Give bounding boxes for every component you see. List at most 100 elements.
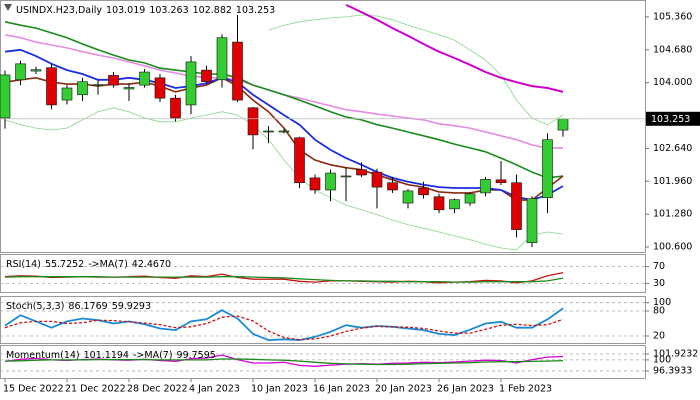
chart-title: USINDX.H23,Daily: [16, 5, 102, 16]
y-tick-label: 20: [653, 330, 665, 341]
candle-body: [15, 63, 26, 81]
legend-value: 101.1194: [84, 350, 129, 361]
y-tick-label: 30: [653, 278, 665, 289]
candle-body: [325, 172, 336, 191]
y-tick-label: 100: [653, 297, 671, 308]
indicator-line: [345, 3, 564, 93]
indicator-line: [4, 48, 564, 202]
y-tick-label: 100: [653, 354, 671, 365]
candle-body: [92, 84, 104, 86]
x-tick-label: 28 Dec 2022: [127, 384, 188, 395]
candle-body: [185, 61, 197, 106]
candle-body: [309, 177, 321, 191]
panel-header: Stoch(5,3,3) 86.1769 59.9293: [6, 301, 151, 312]
x-tick-label: 16 Jan 2023: [313, 384, 370, 395]
low-value: 102.882: [193, 5, 232, 16]
current-price-label: 103.253: [651, 114, 690, 125]
y-tick-label: 105.360: [653, 11, 692, 22]
y-tick-label: 96.3933: [653, 365, 692, 376]
current-price-box: [646, 111, 700, 126]
candle-body: [77, 81, 88, 96]
candle-body: [356, 169, 367, 176]
y-tick-label: 100.600: [653, 242, 692, 253]
candle-body: [433, 196, 445, 211]
x-tick-label: 1 Feb 2023: [499, 384, 552, 395]
candle-body: [0, 74, 11, 119]
y-tick-label: 102.640: [653, 143, 692, 154]
panel-header: RSI(14) 55.7252 ->MA(7) 42.4670: [6, 259, 171, 270]
indicator-line: [4, 307, 564, 342]
legend-value: 42.4670: [132, 259, 171, 270]
y-tick-label: 104.000: [653, 77, 692, 88]
indicator-title: RSI(14): [6, 259, 41, 270]
candle-body: [371, 171, 383, 188]
candle-body: [154, 77, 166, 99]
candle-body: [263, 130, 274, 133]
candle-body: [464, 193, 476, 204]
candle-body: [418, 187, 429, 196]
panel-frame: [0, 0, 646, 253]
indicator-line: [4, 358, 564, 366]
indicator-line: [4, 21, 564, 179]
open-value: 103.019: [106, 5, 145, 16]
candle-body: [139, 71, 150, 86]
candle-body: [480, 179, 491, 194]
candle-body: [170, 97, 181, 119]
candle-body: [340, 175, 352, 178]
panel-frame: [0, 254, 646, 293]
candle-body: [201, 69, 212, 83]
candle-body: [387, 182, 398, 191]
candle-body: [46, 67, 57, 106]
x-tick-label: 20 Jan 2023: [375, 384, 432, 395]
candle-body: [557, 118, 569, 131]
candle-body: [294, 137, 305, 184]
high-value: 103.263: [149, 5, 188, 16]
candle-body: [402, 190, 414, 204]
y-tick-label: 104.680: [653, 44, 692, 55]
x-tick-label: 10 Jan 2023: [251, 384, 308, 395]
indicator-title: Momentum(14): [6, 350, 80, 361]
y-tick-label: 101.960: [653, 176, 692, 187]
panel-header: Momentum(14) 101.1194 ->MA(7) 99.7595: [6, 350, 216, 361]
candle-body: [30, 69, 42, 72]
candle-body: [526, 198, 538, 243]
legend-value: 59.9293: [112, 301, 151, 312]
legend-value: 86.1769: [68, 301, 107, 312]
candle-body: [123, 87, 135, 90]
candle-body: [449, 199, 460, 210]
indicator-line: [4, 315, 564, 341]
candle-body: [278, 130, 290, 133]
close-value: 103.253: [236, 5, 275, 16]
candle-body: [232, 41, 243, 101]
x-tick-label: 26 Jan 2023: [437, 384, 494, 395]
indicator-line: [4, 276, 564, 283]
y-tick-label: 101.280: [653, 209, 692, 220]
x-tick-label: 21 Dec 2022: [65, 384, 126, 395]
x-tick-label: 15 Dec 2022: [3, 384, 64, 395]
panel-header: USINDX.H23,Daily 103.019 103.263 102.882 103…: [16, 5, 275, 16]
x-tick-label: 4 Jan 2023: [189, 384, 240, 395]
candle-body: [495, 179, 507, 184]
legend-value: 55.7252: [45, 259, 84, 270]
candle-body: [216, 37, 228, 81]
legend-name: ->MA(7): [133, 350, 173, 361]
y-tick-label: 70: [653, 261, 665, 272]
indicator-title: Stoch(5,3,3): [6, 301, 64, 312]
candle-body: [61, 87, 73, 101]
y-tick-label: 101.9232: [653, 348, 698, 359]
indicator-line: [4, 107, 564, 251]
legend-name: ->MA(7): [88, 259, 128, 270]
candle-body: [108, 75, 119, 86]
legend-value: 99.7595: [177, 350, 216, 361]
header-icon: [4, 4, 12, 11]
y-tick-label: 80: [653, 306, 665, 317]
candle-body: [247, 107, 259, 136]
indicator-line: [268, 14, 564, 126]
panel-frame: [0, 296, 646, 344]
candle-body: [542, 139, 553, 199]
candle-body: [511, 182, 522, 230]
panel-frame: [0, 345, 646, 379]
